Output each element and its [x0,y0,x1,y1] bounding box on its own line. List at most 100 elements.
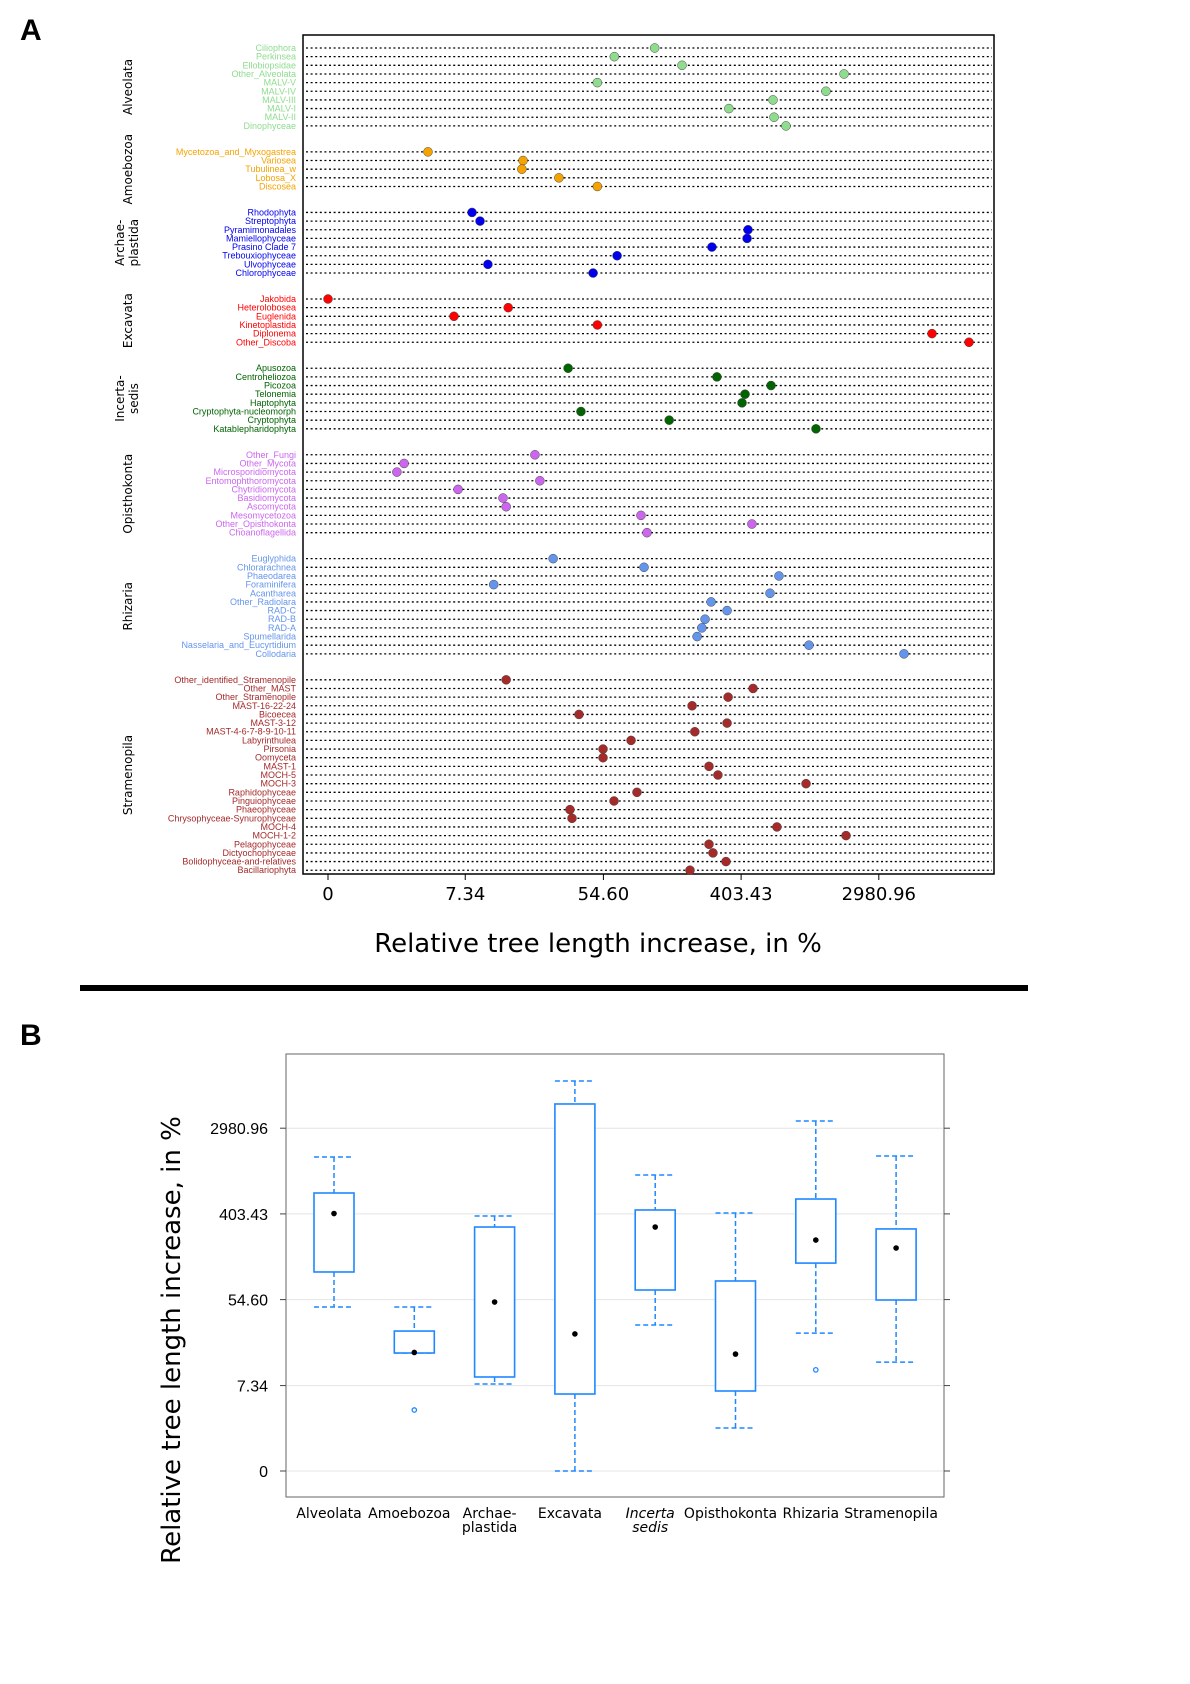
mean-dot [652,1224,658,1230]
group-label-line: plastida [127,219,141,267]
group-label: Alveolata [121,59,135,115]
data-point [501,501,511,512]
data-point [399,458,409,469]
row-label: Ulvophyceae [244,259,296,269]
mean-dot [813,1237,819,1243]
row-label: Picozoa [264,381,296,391]
data-point [609,796,619,806]
x-tick-label-line: Amoebozoa [368,1506,450,1522]
data-point [712,372,722,382]
row-label: Mycetozoa_and_Myxogastrea [176,147,296,157]
row-label: RAD-C [268,606,297,616]
row-label: Raphidophyceae [228,787,296,797]
x-tick-label-line: Excavata [538,1506,602,1522]
row-label: Pelagophyceae [234,839,296,849]
row-label: Acantharea [250,588,296,598]
data-point [636,510,646,521]
group-label: Stramenopila [121,735,135,815]
row-label: Euglyphida [251,554,296,564]
row-label: Cryptophyta [247,415,296,425]
iqr-box [794,1198,837,1264]
data-point [841,830,851,841]
row-label: Dictyochophyceae [222,848,296,858]
data-point [449,311,459,322]
data-point [713,770,723,780]
x-tick-label: 7.34 [445,884,485,905]
row-label: Chytridiomycota [231,484,296,494]
row-label: MAST-4-6-7-8-9-10-11 [206,727,296,737]
mean-dot [331,1210,337,1217]
data-point [639,562,649,573]
data-point [700,614,710,624]
data-point [685,865,695,875]
data-point [772,822,782,832]
iqr-box [714,1280,757,1392]
data-point [899,649,909,659]
row-label: Apusozoa [256,363,296,373]
data-point [697,623,707,633]
panel-a-frame [302,34,995,875]
data-point [964,337,974,348]
row-label: Lobosa_X [255,173,296,183]
x-tick-label: Rhizaria [782,1506,839,1522]
data-point [423,147,433,157]
data-point [503,302,513,313]
iqr-box [554,1103,596,1395]
row-label: Other_Alveolata [231,69,296,79]
mean-dot [411,1349,418,1356]
data-point [530,450,540,460]
data-point [740,389,750,399]
row-label: Entomophthoromycota [205,476,296,486]
panel-a-label: A [20,14,42,47]
panel-divider [80,985,1028,991]
row-label: Bolidophyceae-and-relatives [182,857,296,867]
y-tick-label: 0 [259,1464,268,1481]
data-point [475,216,485,226]
box-archae-plastida [473,1215,516,1385]
panel-b-label: B [20,1019,42,1052]
group-label-line: Excavata [121,293,135,348]
data-point [576,406,586,417]
group-label-line: Amoebozoa [121,134,135,205]
row-label: Spumellarida [243,632,296,642]
data-point [706,597,716,607]
row-label: MAST-1 [263,761,296,771]
data-point [612,250,622,261]
x-tick-label-line: Alveolata [296,1506,361,1522]
data-point [554,173,564,183]
row-label: Dinophyceae [243,121,296,131]
data-point [821,86,831,97]
row-label: Mamiellophyceae [226,233,296,243]
outlier-point [812,1366,819,1373]
row-label: Phaeophyceae [236,805,296,815]
data-point [839,69,849,79]
box-excavata [554,1080,596,1472]
box-alveolata [313,1156,355,1308]
group-label: Incerta-sedis [113,375,141,421]
data-point [722,605,732,616]
group-label: Excavata [121,293,135,348]
x-tick-label: 54.60 [578,884,630,905]
mean-dot [572,1331,578,1337]
data-point [598,744,608,754]
row-label: Rhodophyta [247,207,296,217]
data-point [632,787,642,798]
data-point [483,259,493,270]
panel-b-y-axis-title: Relative tree length increase, in % [157,1116,187,1564]
row-label: MALV-I [267,104,296,114]
x-tick-label-line: Archae- [463,1506,517,1522]
row-label: Chlorarachnea [237,562,296,572]
iqr-box [875,1228,917,1301]
data-point [592,77,603,88]
x-tick-label: Incerta sedis [626,1506,675,1536]
box-stramenopila [875,1155,917,1363]
x-tick-label: 403.43 [710,884,773,905]
row-label: Pyramimonadales [224,225,297,235]
x-tick-label-line: Stramenopila [844,1506,938,1522]
row-label: Mesomycetozoa [230,510,296,520]
group-label-line: Opisthokonta [121,454,135,534]
row-label: RAD-B [268,614,296,624]
data-point [548,553,558,564]
data-point [774,571,784,581]
row-label: Other_Mycota [239,458,296,468]
